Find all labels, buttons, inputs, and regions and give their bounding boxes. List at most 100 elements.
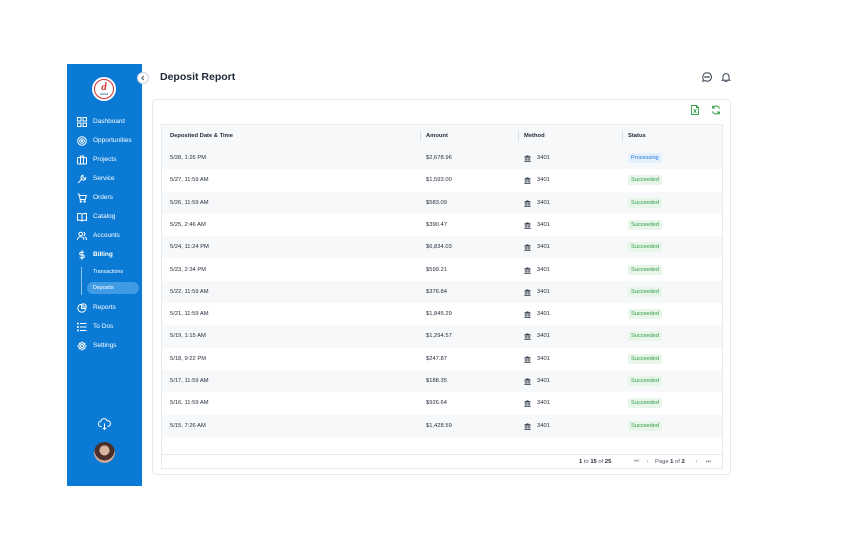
column-header-amount[interactable]: Amount	[426, 133, 448, 139]
table-row[interactable]: 5/19, 1:15 AM $1,294.57 3401 Succeeded	[162, 325, 722, 348]
cell-method: 3401	[537, 155, 550, 161]
pagination-to-word: to	[583, 459, 589, 465]
pagination-page: Page 1 of 2	[655, 455, 685, 470]
status-badge: Succeeded	[628, 398, 662, 409]
column-header-status[interactable]: Status	[628, 133, 646, 139]
cell-date: 5/15, 7:26 AM	[170, 422, 206, 429]
cell-amount: $599.21	[426, 266, 447, 273]
page-title: Deposit Report	[160, 71, 236, 83]
cell-amount: $1,294.57	[426, 333, 452, 340]
status-badge: Processing	[628, 153, 662, 163]
target-icon	[77, 136, 87, 146]
sidebar-item-orders[interactable]: Orders	[67, 190, 142, 206]
column-header-date[interactable]: Deposited Date & Time	[170, 133, 234, 139]
status-badge: Succeeded	[628, 175, 662, 186]
sidebar-collapse-button[interactable]	[137, 72, 149, 84]
sidebar-item-service[interactable]: Service	[67, 171, 142, 187]
table-row[interactable]: 5/23, 2:34 PM $599.21 3401 Succeeded	[162, 259, 722, 281]
pagination-total: 25	[604, 459, 612, 465]
cell-date: 5/16, 11:59 AM	[170, 400, 209, 407]
pagination-page-number: 1	[670, 459, 674, 465]
cell-amount: $926.64	[426, 400, 447, 407]
cell-method: 3401	[537, 177, 550, 184]
cloud-download-icon[interactable]	[98, 418, 111, 430]
sidebar-item-reports[interactable]: Reports	[67, 300, 142, 316]
export-excel-icon[interactable]	[690, 105, 700, 115]
refresh-icon[interactable]	[711, 105, 721, 115]
first-page-button[interactable]: ⏮	[633, 459, 640, 465]
bank-icon	[524, 333, 531, 341]
sidebar-item-projects[interactable]: Projects	[67, 152, 142, 168]
sidebar-item-accounts[interactable]: Accounts	[67, 228, 142, 244]
bank-icon	[524, 422, 531, 430]
cell-date: 5/18, 9:22 PM	[170, 355, 207, 362]
next-page-button[interactable]: ›	[695, 459, 698, 465]
logo-letter: d	[101, 81, 107, 93]
pagination-page-of: of	[675, 459, 680, 465]
prev-page-button[interactable]: ‹	[646, 459, 649, 465]
table-row[interactable]: 5/25, 2:46 AM $390.47 3401 Succeeded	[162, 214, 722, 236]
sidebar-item-dashboard[interactable]: Dashboard	[67, 114, 142, 130]
sidebar-subitem-transactions[interactable]: Transactions	[93, 269, 124, 275]
column-divider[interactable]	[622, 131, 623, 141]
status-badge: Succeeded	[628, 309, 662, 320]
bank-icon	[524, 199, 531, 207]
cell-date: 5/21, 11:59 AM	[170, 311, 209, 318]
cell-date: 5/24, 11:24 PM	[170, 244, 209, 251]
logo[interactable]: d cloud	[92, 77, 116, 101]
table-row[interactable]: 5/15, 7:26 AM $1,428.59 3401 Succeeded	[162, 414, 722, 437]
sidebar-item-to-dos[interactable]: To Dos	[67, 319, 142, 335]
status-badge: Succeeded	[628, 197, 662, 208]
status-badge: Succeeded	[628, 219, 662, 230]
sidebar-item-label: Service	[93, 175, 115, 182]
logo-mark: d cloud	[94, 79, 114, 99]
sidebar-item-opportunities[interactable]: Opportunities	[67, 133, 142, 149]
table-row[interactable]: 5/21, 11:59 AM $1,845.29 3401 Succeeded	[162, 303, 722, 325]
table-row[interactable]: 5/18, 9:22 PM $247.87 3401 Succeeded	[162, 348, 722, 370]
last-page-button[interactable]: ⏭	[705, 459, 712, 465]
gear-icon	[77, 341, 87, 351]
column-divider[interactable]	[420, 131, 421, 141]
sidebar-item-billing[interactable]: Billing	[67, 247, 142, 263]
sidebar-item-catalog[interactable]: Catalog	[67, 209, 142, 225]
avatar[interactable]	[94, 442, 115, 463]
table-row[interactable]: 5/17, 11:59 AM $188.35 3401 Succeeded	[162, 370, 722, 393]
sidebar-item-label: Catalog	[93, 213, 116, 220]
dollar-icon	[79, 250, 85, 260]
column-divider[interactable]	[518, 131, 519, 141]
cell-amount: $1,428.59	[426, 422, 452, 429]
status-badge: Succeeded	[628, 286, 662, 297]
cell-date: 5/17, 11:59 AM	[170, 378, 209, 384]
sidebar: d cloud Dashboard Opportunities Projects	[67, 64, 142, 486]
bank-icon	[524, 378, 531, 385]
wrench-icon	[77, 174, 87, 184]
bank-icon	[524, 288, 531, 296]
cell-method: 3401	[537, 288, 550, 295]
chat-icon[interactable]	[702, 72, 712, 82]
sidebar-item-label: To Dos	[93, 323, 114, 330]
table-row[interactable]: 5/16, 11:59 AM $926.64 3401 Succeeded	[162, 392, 722, 414]
table-row[interactable]: 5/22, 11:59 AM $376.84 3401 Succeeded	[162, 280, 722, 304]
status-badge: Succeeded	[628, 420, 662, 431]
cell-method: 3401	[537, 266, 550, 273]
pagination-of-word: of	[598, 459, 604, 465]
table-row[interactable]: 5/27, 11:59 AM $1,593.00 3401 Succeeded	[162, 169, 722, 191]
table-row[interactable]: 5/28, 1:26 PM $2,678.96 3401 Processing	[162, 147, 722, 170]
cell-method: 3401	[537, 199, 550, 206]
table-row[interactable]: 5/24, 11:24 PM $6,834.03 3401 Succeeded	[162, 236, 722, 259]
sidebar-item-label: Settings	[93, 342, 117, 349]
table-row[interactable]: 5/26, 11:59 AM $583.09 3401 Succeeded	[162, 191, 722, 214]
column-header-method[interactable]: Method	[524, 133, 545, 139]
status-badge: Succeeded	[628, 242, 662, 253]
bank-icon	[524, 311, 531, 318]
sidebar-item-label: Reports	[93, 304, 116, 311]
bell-icon[interactable]	[721, 72, 731, 82]
pie-chart-icon	[77, 303, 87, 313]
sidebar-subitem-deposits[interactable]: Deposits	[87, 282, 139, 294]
cell-method: 3401	[537, 221, 550, 228]
sidebar-item-settings[interactable]: Settings	[67, 338, 142, 354]
cell-method: 3401	[537, 311, 550, 318]
cell-amount: $390.47	[426, 221, 447, 228]
sidebar-item-label: Opportunities	[93, 137, 132, 144]
sidebar-item-label: Dashboard	[93, 118, 125, 125]
